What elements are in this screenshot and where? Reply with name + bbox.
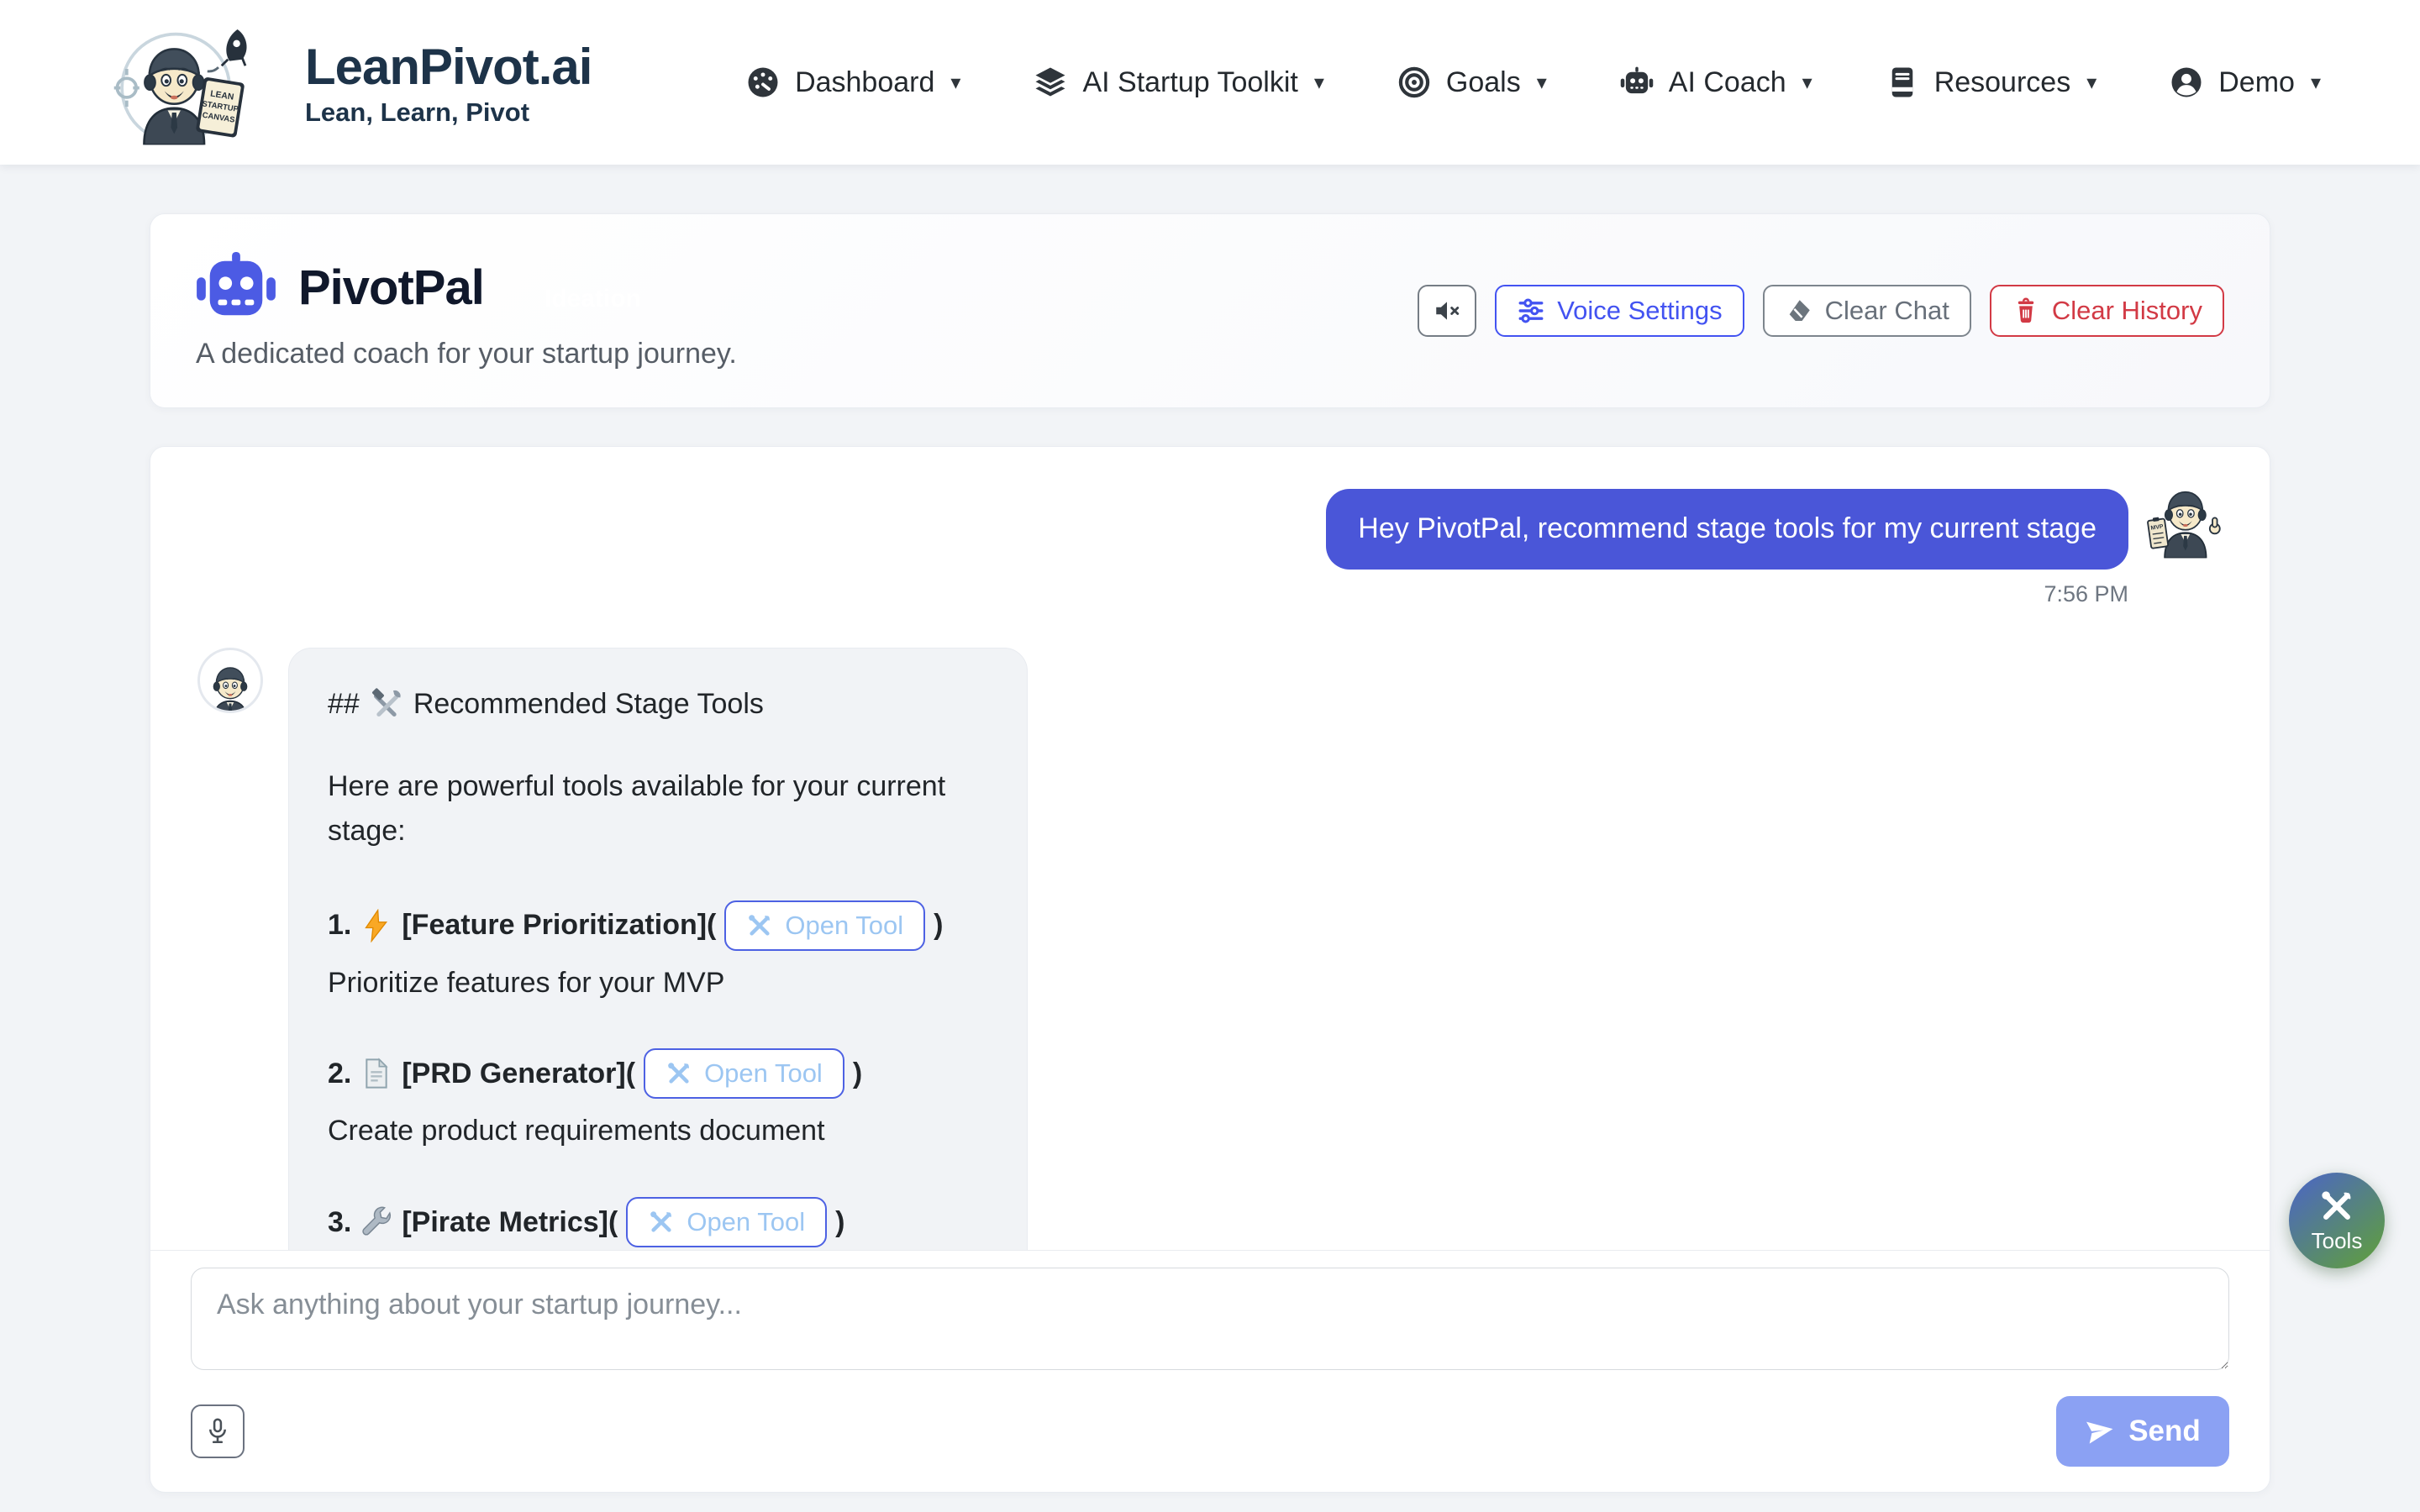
robot-icon — [1619, 65, 1655, 100]
sliders-icon — [1518, 298, 1544, 323]
svg-text:MVP: MVP — [2150, 524, 2164, 532]
speaker-muted-icon — [1436, 302, 1460, 320]
layers-icon — [1033, 65, 1068, 100]
chevron-down-icon: ▾ — [2086, 71, 2097, 94]
nav-label: AI Startup Toolkit — [1082, 66, 1298, 98]
bot-message-row: ## Recommended Stage Tools Here are powe… — [197, 647, 2223, 1250]
nav-item-resources[interactable]: Resources ▾ — [1885, 65, 2097, 100]
tool-item-line: 3. [Pirate Metrics]( Open Tool ) — [328, 1197, 988, 1248]
nav-label: Demo — [2218, 66, 2295, 98]
nav-links: Dashboard ▾ AI Startup Toolkit ▾ Goals — [745, 65, 2321, 100]
voice-settings-button[interactable]: Voice Settings — [1495, 285, 1744, 337]
tool-item-line: 2. [PRD Generator]( Open Tool — [328, 1048, 988, 1100]
open-tool-label: Open Tool — [687, 1207, 806, 1237]
user-message-row: Hey PivotPal, recommend stage tools for … — [197, 489, 2223, 570]
logo-mascot-image: LEAN STARTUP CANVAS — [113, 29, 247, 150]
clear-history-label: Clear History — [2051, 296, 2202, 325]
nav-label: Resources — [1933, 66, 2071, 98]
bot-message-intro: Here are powerful tools available for yo… — [328, 770, 946, 847]
target-icon — [1397, 65, 1432, 100]
chat-messages-area[interactable]: Hey PivotPal, recommend stage tools for … — [150, 447, 2270, 1250]
wrench-icon — [360, 1205, 393, 1239]
open-tool-label: Open Tool — [704, 1058, 823, 1089]
message-timestamp: 7:56 PM — [2044, 580, 2128, 606]
nav-item-demo[interactable]: Demo ▾ — [2169, 65, 2321, 100]
tools-fab-label: Tools — [2311, 1227, 2363, 1253]
chevron-down-icon: ▾ — [1536, 71, 1547, 94]
user-message-bubble: Hey PivotPal, recommend stage tools for … — [1326, 489, 2128, 570]
stage-badge: Ideation — [544, 284, 641, 312]
logo[interactable]: LEAN STARTUP CANVAS LeanPivot.ai Lean, L… — [99, 15, 592, 150]
chevron-down-icon: ▾ — [1802, 71, 1812, 94]
pivotpal-header-card: PivotPal Ideation A dedicated coach for … — [150, 213, 2270, 408]
open-tool-button[interactable]: Open Tool — [724, 900, 926, 951]
bot-avatar — [197, 647, 263, 713]
nav-label: AI Coach — [1668, 66, 1786, 98]
bot-message-bubble: ## Recommended Stage Tools Here are powe… — [288, 647, 1028, 1250]
logo-tagline: Lean, Learn, Pivot — [305, 97, 530, 127]
microphone-icon — [209, 1418, 226, 1444]
message-composer: Send — [150, 1250, 2270, 1492]
trash-icon — [2018, 297, 2034, 323]
nav-item-ai-startup-toolkit[interactable]: AI Startup Toolkit ▾ — [1033, 65, 1324, 100]
page-title: PivotPal — [298, 260, 485, 315]
top-navigation: LEAN STARTUP CANVAS LeanPivot.ai Lean, L… — [0, 0, 2420, 165]
open-tool-button[interactable]: Open Tool — [644, 1048, 844, 1100]
chat-input[interactable] — [191, 1268, 2229, 1370]
nav-item-ai-coach[interactable]: AI Coach ▾ — [1619, 65, 1812, 100]
tool-item-description: Prioritize features for your MVP — [328, 966, 725, 999]
nav-label: Goals — [1445, 66, 1521, 98]
chevron-down-icon: ▾ — [950, 71, 961, 94]
open-tool-button[interactable]: Open Tool — [626, 1197, 828, 1248]
chevron-down-icon: ▾ — [2310, 71, 2321, 94]
open-tool-label: Open Tool — [785, 910, 904, 940]
clear-chat-button[interactable]: Clear Chat — [1762, 285, 1971, 337]
user-avatar: MVP — [2147, 490, 2221, 559]
mute-button[interactable] — [1418, 285, 1477, 337]
send-button[interactable]: Send — [2056, 1396, 2229, 1467]
clear-history-button[interactable]: Clear History — [1989, 285, 2224, 337]
chat-card: Hey PivotPal, recommend stage tools for … — [150, 446, 2270, 1493]
bot-message-heading: ## Recommended Stage Tools — [328, 687, 764, 721]
voice-settings-label: Voice Settings — [1557, 296, 1723, 325]
pivotpal-robot-icon — [197, 251, 276, 315]
logo-title: LeanPivot.ai — [305, 38, 592, 95]
person-circle-icon — [2169, 65, 2204, 100]
main-content: PivotPal Ideation A dedicated coach for … — [0, 165, 2420, 1493]
tools-fab-button[interactable]: Tools — [2289, 1173, 2385, 1268]
book-icon — [1885, 65, 1920, 100]
tool-item-description: Create product requirements document — [328, 1115, 825, 1147]
clear-chat-label: Clear Chat — [1824, 296, 1949, 325]
lightning-icon — [360, 908, 393, 942]
page-icon — [360, 1057, 393, 1090]
svg-text:LEAN: LEAN — [209, 90, 234, 102]
send-label: Send — [2128, 1415, 2201, 1447]
tool-item-line: 1. [Feature Prioritization]( Open Tool ) — [328, 900, 988, 951]
message-time-row: 7:56 PM — [197, 581, 2128, 607]
dashboard-icon — [745, 65, 781, 100]
crossed-tools-icon — [2318, 1188, 2355, 1225]
nav-label: Dashboard — [795, 66, 935, 98]
nav-item-dashboard[interactable]: Dashboard ▾ — [745, 65, 960, 100]
microphone-button[interactable] — [191, 1404, 245, 1458]
eraser-icon — [1789, 300, 1810, 322]
hammer-wrench-icon — [370, 687, 403, 721]
nav-item-goals[interactable]: Goals ▾ — [1397, 65, 1547, 100]
paper-plane-icon — [2086, 1421, 2113, 1444]
page-subtitle: A dedicated coach for your startup journ… — [196, 337, 737, 370]
chevron-down-icon: ▾ — [1313, 71, 1324, 94]
